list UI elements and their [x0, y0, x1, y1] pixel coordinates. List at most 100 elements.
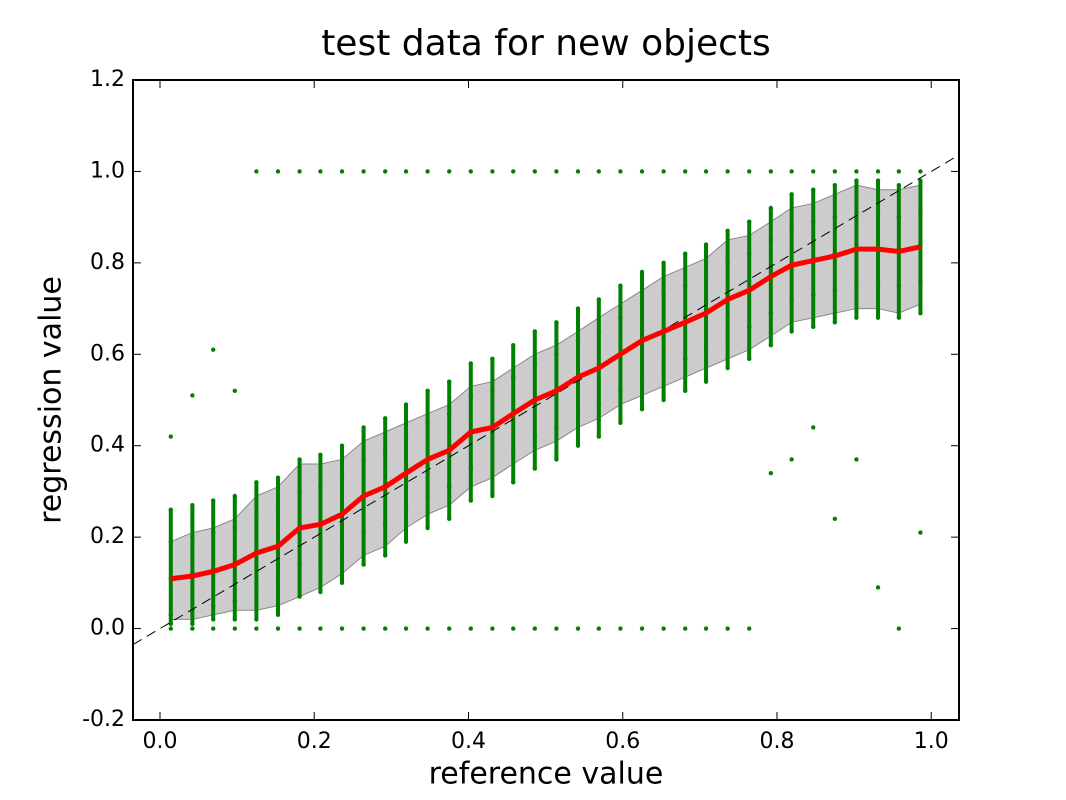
point — [725, 626, 730, 631]
point — [339, 475, 345, 480]
point — [789, 169, 794, 174]
point — [447, 626, 452, 631]
point — [254, 480, 259, 485]
point — [811, 292, 816, 298]
point — [511, 448, 516, 453]
point — [168, 539, 173, 544]
point — [832, 288, 838, 293]
point — [747, 169, 752, 174]
point — [403, 626, 409, 631]
point — [811, 324, 816, 330]
point — [532, 466, 538, 471]
y-tick-label: 0.8 — [90, 250, 125, 275]
point — [168, 621, 173, 627]
point — [854, 178, 859, 183]
point — [403, 434, 409, 439]
point — [875, 585, 881, 590]
point — [618, 420, 623, 426]
point — [703, 274, 709, 279]
point — [468, 626, 474, 631]
point — [832, 516, 838, 522]
point — [875, 169, 881, 174]
point — [875, 210, 881, 215]
point — [896, 315, 902, 320]
y-tick-label: 0.2 — [90, 524, 125, 549]
point — [639, 301, 645, 307]
point — [683, 388, 688, 394]
point — [297, 489, 302, 494]
point — [575, 306, 581, 311]
point — [382, 553, 388, 558]
point — [447, 484, 452, 490]
point — [403, 169, 409, 174]
point — [683, 283, 688, 288]
point — [468, 498, 474, 503]
point — [596, 434, 602, 439]
point — [639, 626, 645, 631]
x-tick-label: 0.2 — [297, 729, 332, 754]
point — [596, 626, 602, 631]
point — [382, 169, 388, 174]
point — [747, 626, 752, 631]
point — [297, 626, 302, 631]
point — [254, 169, 259, 174]
point — [403, 402, 409, 407]
point — [683, 251, 688, 256]
point — [425, 169, 430, 174]
point — [768, 310, 774, 316]
point — [575, 443, 581, 448]
point — [511, 626, 516, 631]
x-tick-label: 0.4 — [451, 729, 486, 754]
point — [639, 269, 645, 275]
point — [768, 342, 774, 348]
point — [232, 626, 238, 631]
y-tick-label: 1.0 — [90, 158, 125, 183]
point — [190, 393, 195, 398]
point — [554, 352, 559, 357]
point — [832, 169, 838, 174]
point — [318, 557, 323, 563]
point — [854, 457, 859, 462]
point — [683, 626, 688, 631]
point — [575, 338, 581, 343]
point — [468, 393, 474, 398]
point — [854, 315, 859, 320]
point — [403, 539, 409, 544]
point — [468, 169, 474, 174]
point — [554, 425, 559, 430]
point — [211, 347, 216, 352]
point — [254, 512, 259, 517]
point — [639, 169, 645, 174]
point — [318, 589, 323, 595]
y-tick-label: 0.6 — [90, 341, 125, 366]
point — [425, 626, 430, 631]
point — [297, 457, 302, 462]
point — [918, 169, 923, 174]
point — [297, 562, 302, 567]
point — [896, 214, 902, 220]
point — [318, 484, 323, 490]
x-tick-label: 0.8 — [759, 729, 794, 754]
point — [490, 493, 495, 499]
point — [318, 169, 323, 174]
point — [832, 214, 838, 220]
point — [168, 626, 173, 631]
point — [425, 420, 430, 426]
point — [554, 320, 559, 325]
point — [403, 507, 409, 512]
point — [361, 530, 366, 535]
point — [725, 333, 730, 339]
axes: 0.0 0.2 0.4 0.6 0.8 1.0 -0.2 0.0 0.2 0.4 0.6 0.8 1.0… — [82, 67, 959, 754]
point — [725, 260, 730, 266]
point — [703, 379, 709, 384]
point — [811, 219, 816, 224]
x-tick-label: 0.6 — [605, 729, 640, 754]
point — [703, 169, 709, 174]
point — [575, 626, 581, 631]
point — [490, 388, 495, 394]
point — [683, 356, 688, 362]
point — [596, 402, 602, 407]
point — [447, 516, 452, 522]
point — [339, 443, 345, 448]
y-tick-label: 1.2 — [90, 67, 125, 92]
